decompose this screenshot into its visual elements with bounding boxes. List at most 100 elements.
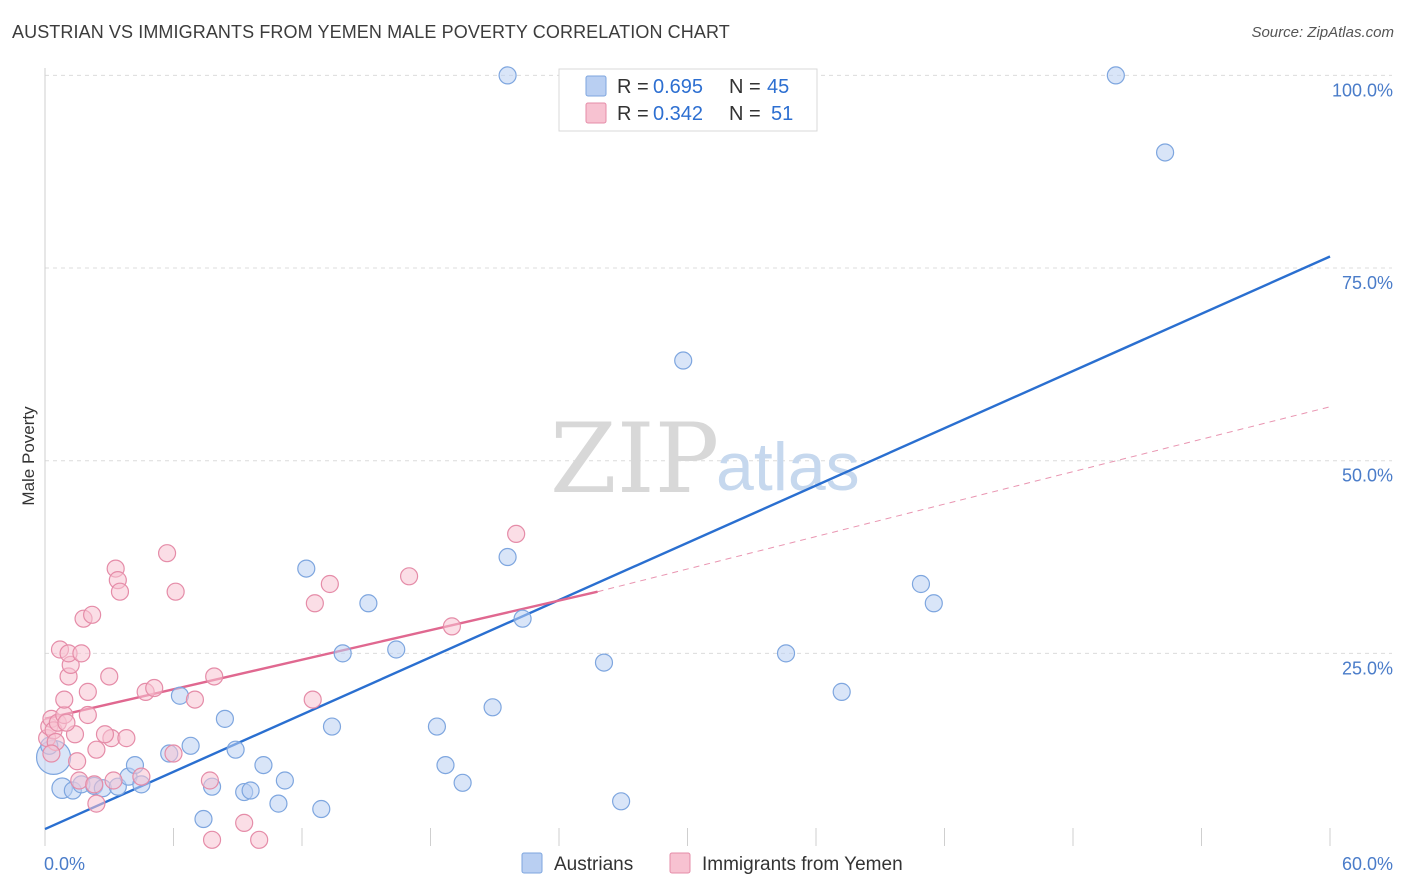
data-point-pink [305,594,324,613]
data-point-blue [924,594,943,613]
data-point-blue [359,594,378,613]
x-tick-label-min: 0.0% [44,854,85,874]
trend-extension-pink [597,406,1331,593]
legend-r-label-1: R = [617,103,649,125]
legend-n-value-0: 45 [767,76,789,98]
data-point-blue [594,653,614,672]
y-tick-label: 25.0% [1342,658,1393,678]
data-point-blue [254,755,273,775]
legend-n-label-1: N = [729,103,761,125]
legend-r-value-1: 0.342 [653,103,703,125]
data-point-blue [194,809,213,829]
data-point-pink [72,644,91,663]
data-point-blue [498,547,517,567]
data-point-blue [498,66,517,85]
data-point-pink [145,678,164,698]
data-point-blue [387,640,406,659]
bottom-legend: Austrians Immigrants from Yemen [521,852,903,875]
data-point-blue [427,717,447,736]
y-tick-label: 50.0% [1342,466,1393,486]
y-axis-label: Male Poverty [19,406,38,506]
data-point-blue [911,574,931,594]
data-point-blue [436,755,455,775]
data-point-pink [200,771,220,790]
data-point-pink [185,690,205,709]
data-point-pink [78,682,97,701]
trend-line-pink [44,590,598,721]
data-point-pink [132,767,151,786]
legend: R = 0.695 N = 45 R = 0.342 N = 51 [558,68,818,132]
watermark-atlas: atlas [716,429,860,505]
chart-title: AUSTRIAN VS IMMIGRANTS FROM YEMEN MALE P… [12,22,730,42]
data-point-pink [202,830,222,849]
data-point-blue [241,781,260,800]
data-point-pink [95,725,115,744]
data-point-pink [83,605,102,624]
data-point-pink [87,740,106,759]
data-point-blue [333,644,352,663]
data-point-blue [297,559,316,578]
legend-swatch-yemen [585,102,607,124]
data-point-blue [1106,66,1125,85]
legend-r-label-0: R = [617,76,649,98]
source-credit: Source: ZipAtlas.com [1251,24,1394,41]
data-point-blue [170,686,190,705]
data-point-blue [612,792,631,811]
data-point-pink [100,667,119,686]
data-point-pink [110,582,130,601]
data-point-pink [104,771,123,790]
legend-n-value-1: 51 [771,103,793,125]
trend-layer [44,255,1331,831]
data-point-blue [322,717,342,736]
bottom-legend-swatch-yemen [669,852,691,874]
data-point-blue [832,682,851,701]
data-point-blue [453,773,472,792]
data-point-blue [215,709,234,728]
data-point-pink [157,544,177,563]
data-point-blue [1155,143,1175,162]
data-point-pink [507,524,526,544]
data-point-pink [42,744,61,763]
data-point-blue [674,351,693,370]
data-point-blue [275,771,294,790]
grid-layer [45,74,1392,654]
data-point-pink [399,567,419,586]
data-point-pink [205,667,224,686]
data-point-pink [55,690,74,709]
data-point-blue [226,740,245,759]
data-point-blue [181,736,200,755]
data-point-pink [57,713,76,732]
points-layer [35,66,1175,849]
legend-swatch-austrians [585,75,607,97]
bottom-legend-label-austrians: Austrians [554,854,633,875]
legend-n-label-0: N = [729,76,761,98]
data-point-pink [442,617,462,636]
data-point-pink [320,574,339,594]
data-point-pink [87,794,106,813]
data-point-pink [303,690,322,709]
data-point-pink [166,582,185,601]
data-point-pink [70,771,89,790]
data-point-pink [85,775,104,794]
trend-line-blue [44,255,1331,831]
data-point-pink [68,752,87,771]
data-point-pink [250,830,269,849]
labels-layer: 25.0% 50.0% 75.0% 100.0% 0.0% 60.0% [44,80,1393,874]
data-point-pink [117,729,136,748]
y-tick-label: 75.0% [1342,273,1393,293]
data-point-blue [483,698,502,717]
bottom-legend-swatch-austrians [521,852,543,874]
data-point-pink [78,705,97,725]
data-point-pink [235,813,254,832]
legend-r-value-0: 0.695 [653,76,703,98]
data-point-blue [312,799,331,819]
y-tick-label: 100.0% [1332,80,1393,100]
bottom-legend-label-yemen: Immigrants from Yemen [702,854,903,875]
data-point-blue [269,794,288,813]
data-point-pink [164,744,183,763]
x-tick-label-max: 60.0% [1342,854,1393,874]
data-point-blue [513,609,532,628]
watermark: ZIP atlas [550,403,860,515]
watermark-zip: ZIP [550,403,719,515]
